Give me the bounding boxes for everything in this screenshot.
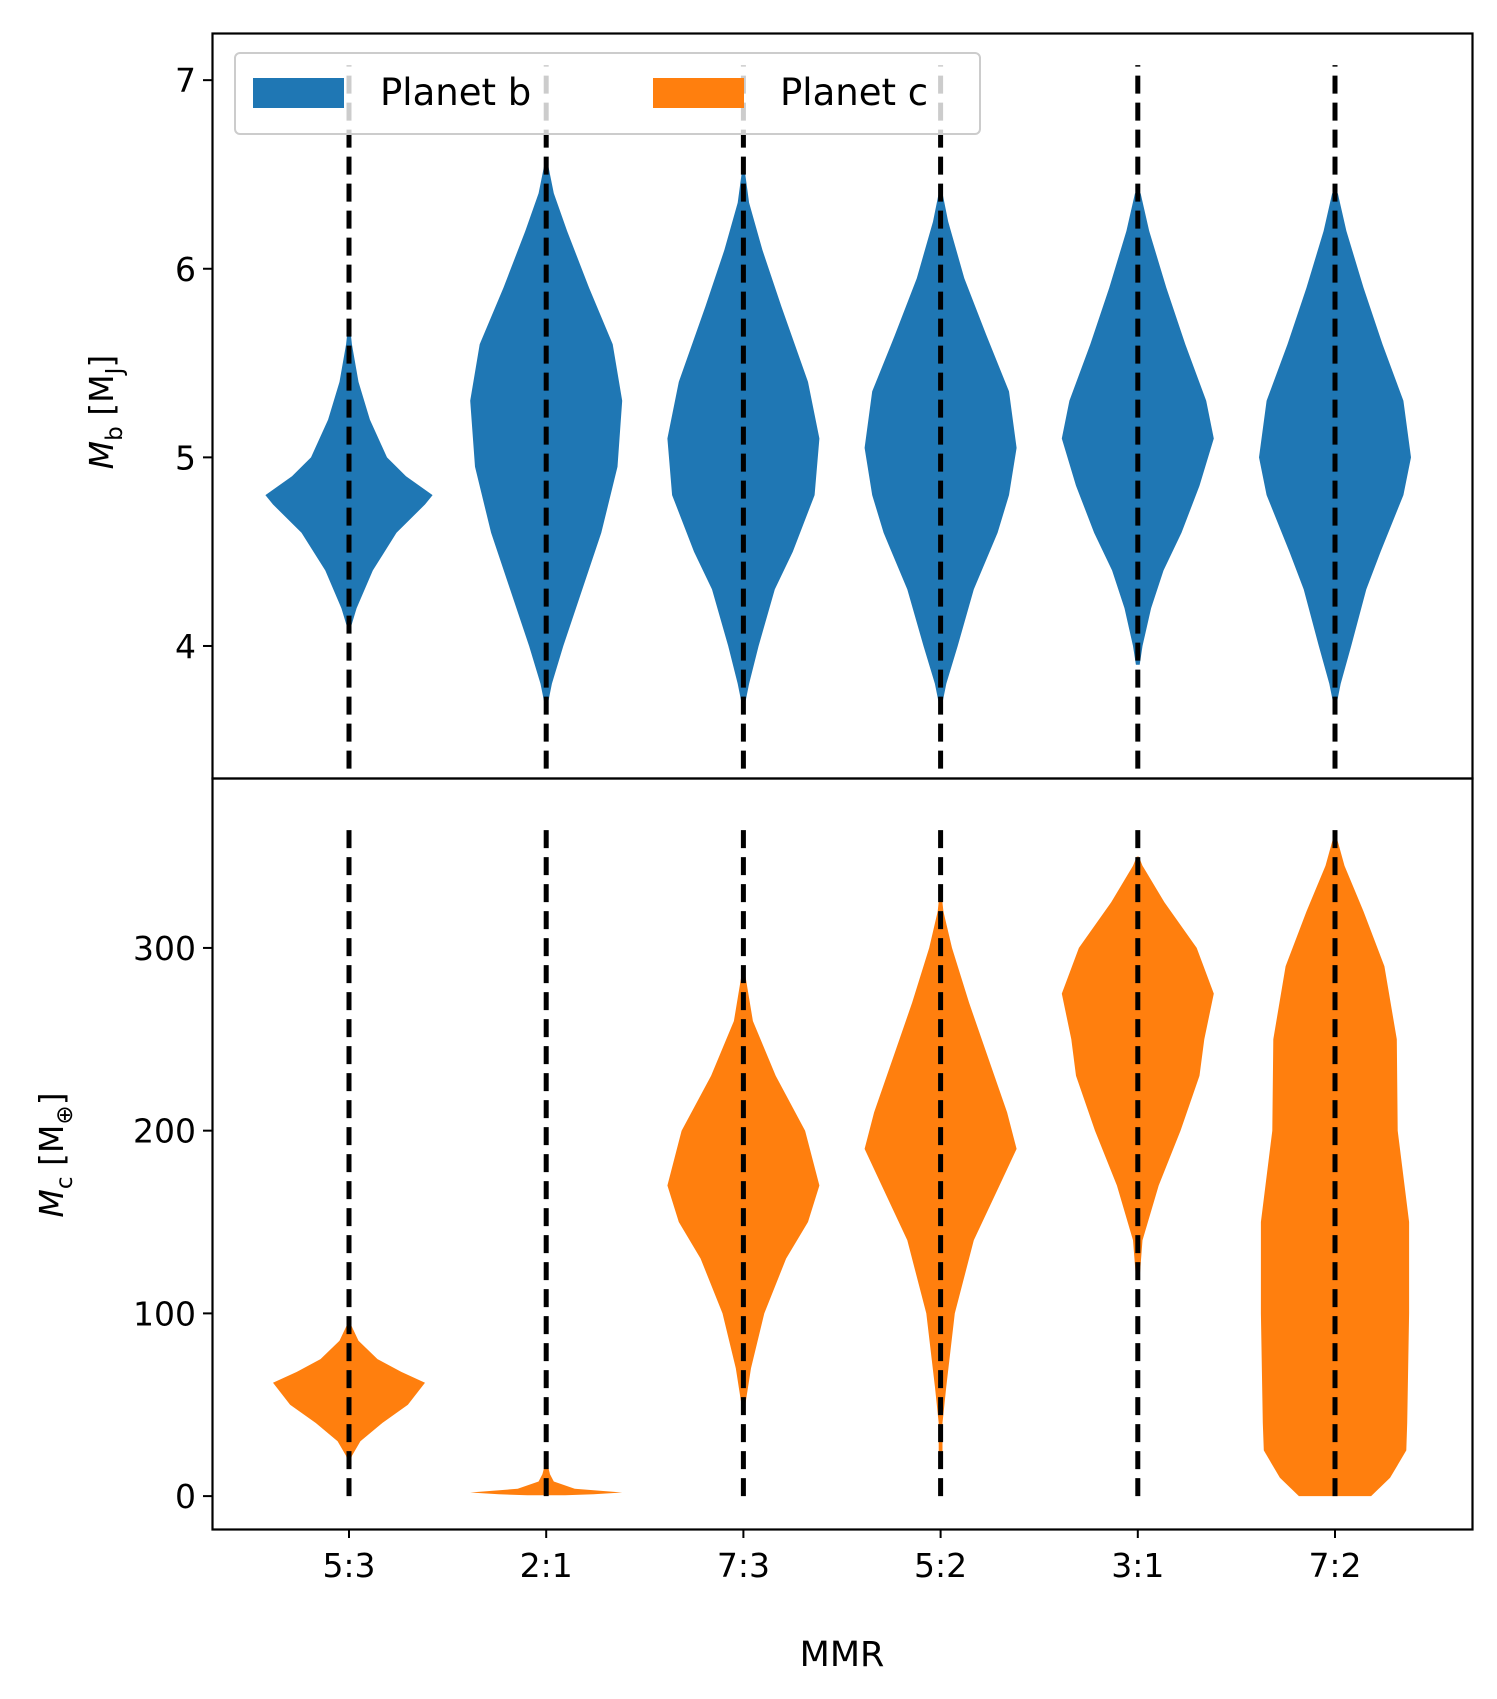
y-tick-label-top: 6 [175,250,196,289]
dividers-top-panel [346,65,1338,769]
y-ticks-bottom: 0 100 200 300 [133,929,212,1516]
y-tick-label-top: 5 [175,438,196,477]
violin-planet-c-3-1 [1061,856,1214,1277]
y-tick-label-bottom: 0 [175,1477,196,1516]
legend-label-planet-c: Planet c [780,71,928,114]
y-axis-label-bottom: Mc [M⊕] [32,1092,78,1217]
legend-frame [234,52,981,135]
bottom-panel-frame [211,777,1474,1531]
legend-label-planet-b: Planet b [380,71,531,114]
x-axis-label: MMR [800,1635,885,1675]
y-axis-label-top: Mb [MJ] [82,355,128,470]
violins-bottom-panel [273,838,1410,1497]
y-tick-label-bottom: 200 [133,1112,196,1151]
x-tick-label: 5:2 [914,1546,967,1585]
violin-planet-b-5-3 [265,325,433,628]
y-tick-label-top: 4 [175,627,196,666]
violin-planet-c-5-3 [273,1322,425,1469]
x-ticks: 5:3 2:1 7:3 5:2 3:1 7:2 [322,1529,1362,1585]
violin-planet-b-7-2 [1259,193,1411,703]
violin-planet-c-5-2 [864,893,1017,1469]
x-tick-label: 2:1 [520,1546,573,1585]
x-tick-label: 7:3 [717,1546,770,1585]
x-tick-label: 3:1 [1111,1546,1164,1585]
dividers-bottom-panel [346,823,1338,1497]
y-ticks-top: 4 5 6 7 [175,61,212,666]
violin-planet-b-5-2 [864,193,1017,703]
legend-swatch-planet-b [253,78,344,108]
y-tick-label-bottom: 100 [133,1294,196,1333]
legend-swatch-planet-c [653,78,744,108]
y-tick-label-bottom: 300 [133,929,196,968]
legend: Planet b Planet c [234,52,981,135]
violins-top-panel [265,165,1411,703]
x-tick-label: 7:2 [1308,1546,1361,1585]
x-tick-label: 5:3 [322,1546,375,1585]
y-tick-label-top: 7 [175,61,196,100]
